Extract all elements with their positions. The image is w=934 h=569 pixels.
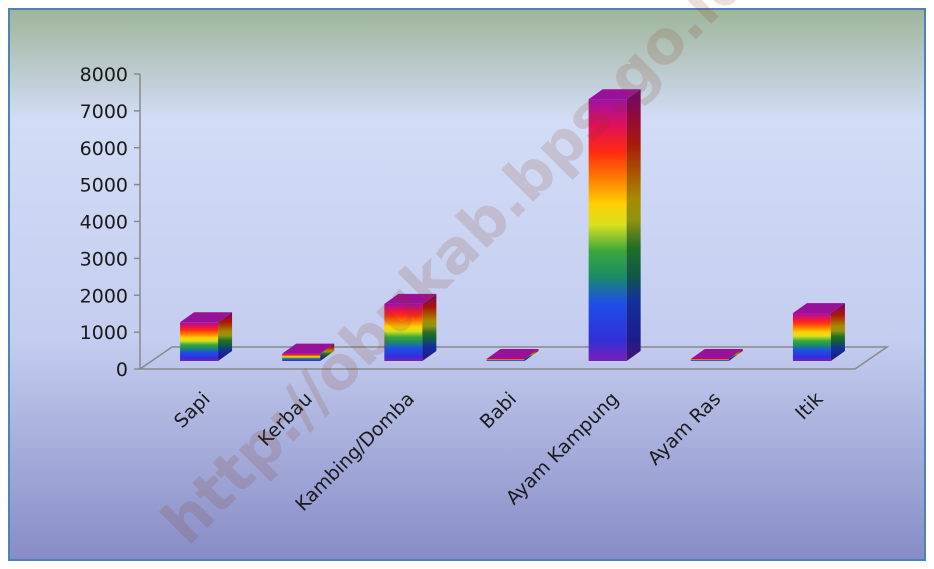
bar-side bbox=[320, 343, 335, 361]
bar-front bbox=[384, 303, 423, 361]
bar-front bbox=[282, 353, 321, 361]
y-tick-label: 0 bbox=[116, 359, 128, 381]
y-tick-label: 1000 bbox=[80, 322, 128, 344]
bar bbox=[180, 312, 233, 361]
bar bbox=[792, 303, 845, 361]
y-tick-label: 8000 bbox=[80, 64, 128, 86]
bar-top bbox=[792, 303, 845, 314]
bar-side bbox=[830, 303, 845, 361]
bar-side bbox=[422, 293, 437, 361]
bar-front bbox=[486, 359, 525, 361]
bar-front bbox=[180, 322, 219, 361]
bar-front bbox=[792, 313, 831, 361]
y-tick-label: 7000 bbox=[80, 101, 128, 123]
bar-top bbox=[282, 343, 335, 354]
bar-side bbox=[626, 89, 641, 361]
bar bbox=[690, 349, 743, 361]
bar-top bbox=[180, 312, 233, 323]
y-tick-label: 3000 bbox=[80, 248, 128, 270]
bar-top bbox=[690, 349, 743, 359]
bar-top bbox=[486, 349, 539, 359]
bar-side bbox=[728, 349, 743, 361]
floor-plane bbox=[137, 346, 890, 370]
bar bbox=[588, 89, 641, 361]
bar bbox=[384, 293, 437, 361]
y-axis-ticks: 0 1000 2000 3000 4000 5000 6000 7000 8000 bbox=[80, 64, 140, 381]
y-tick-label: 6000 bbox=[80, 138, 128, 160]
bar-series bbox=[180, 89, 845, 361]
y-tick-label: 2000 bbox=[80, 285, 128, 307]
y-tick-label: 4000 bbox=[80, 212, 128, 234]
bar-front bbox=[690, 359, 729, 361]
y-tick-label: 5000 bbox=[80, 175, 128, 197]
bar bbox=[486, 349, 539, 361]
bar-top bbox=[384, 293, 437, 304]
bar-front bbox=[588, 99, 627, 361]
bar-side bbox=[218, 312, 233, 361]
bar-side bbox=[524, 349, 539, 361]
chart-background bbox=[8, 8, 926, 561]
bar bbox=[282, 343, 335, 361]
bar-top bbox=[588, 89, 641, 100]
